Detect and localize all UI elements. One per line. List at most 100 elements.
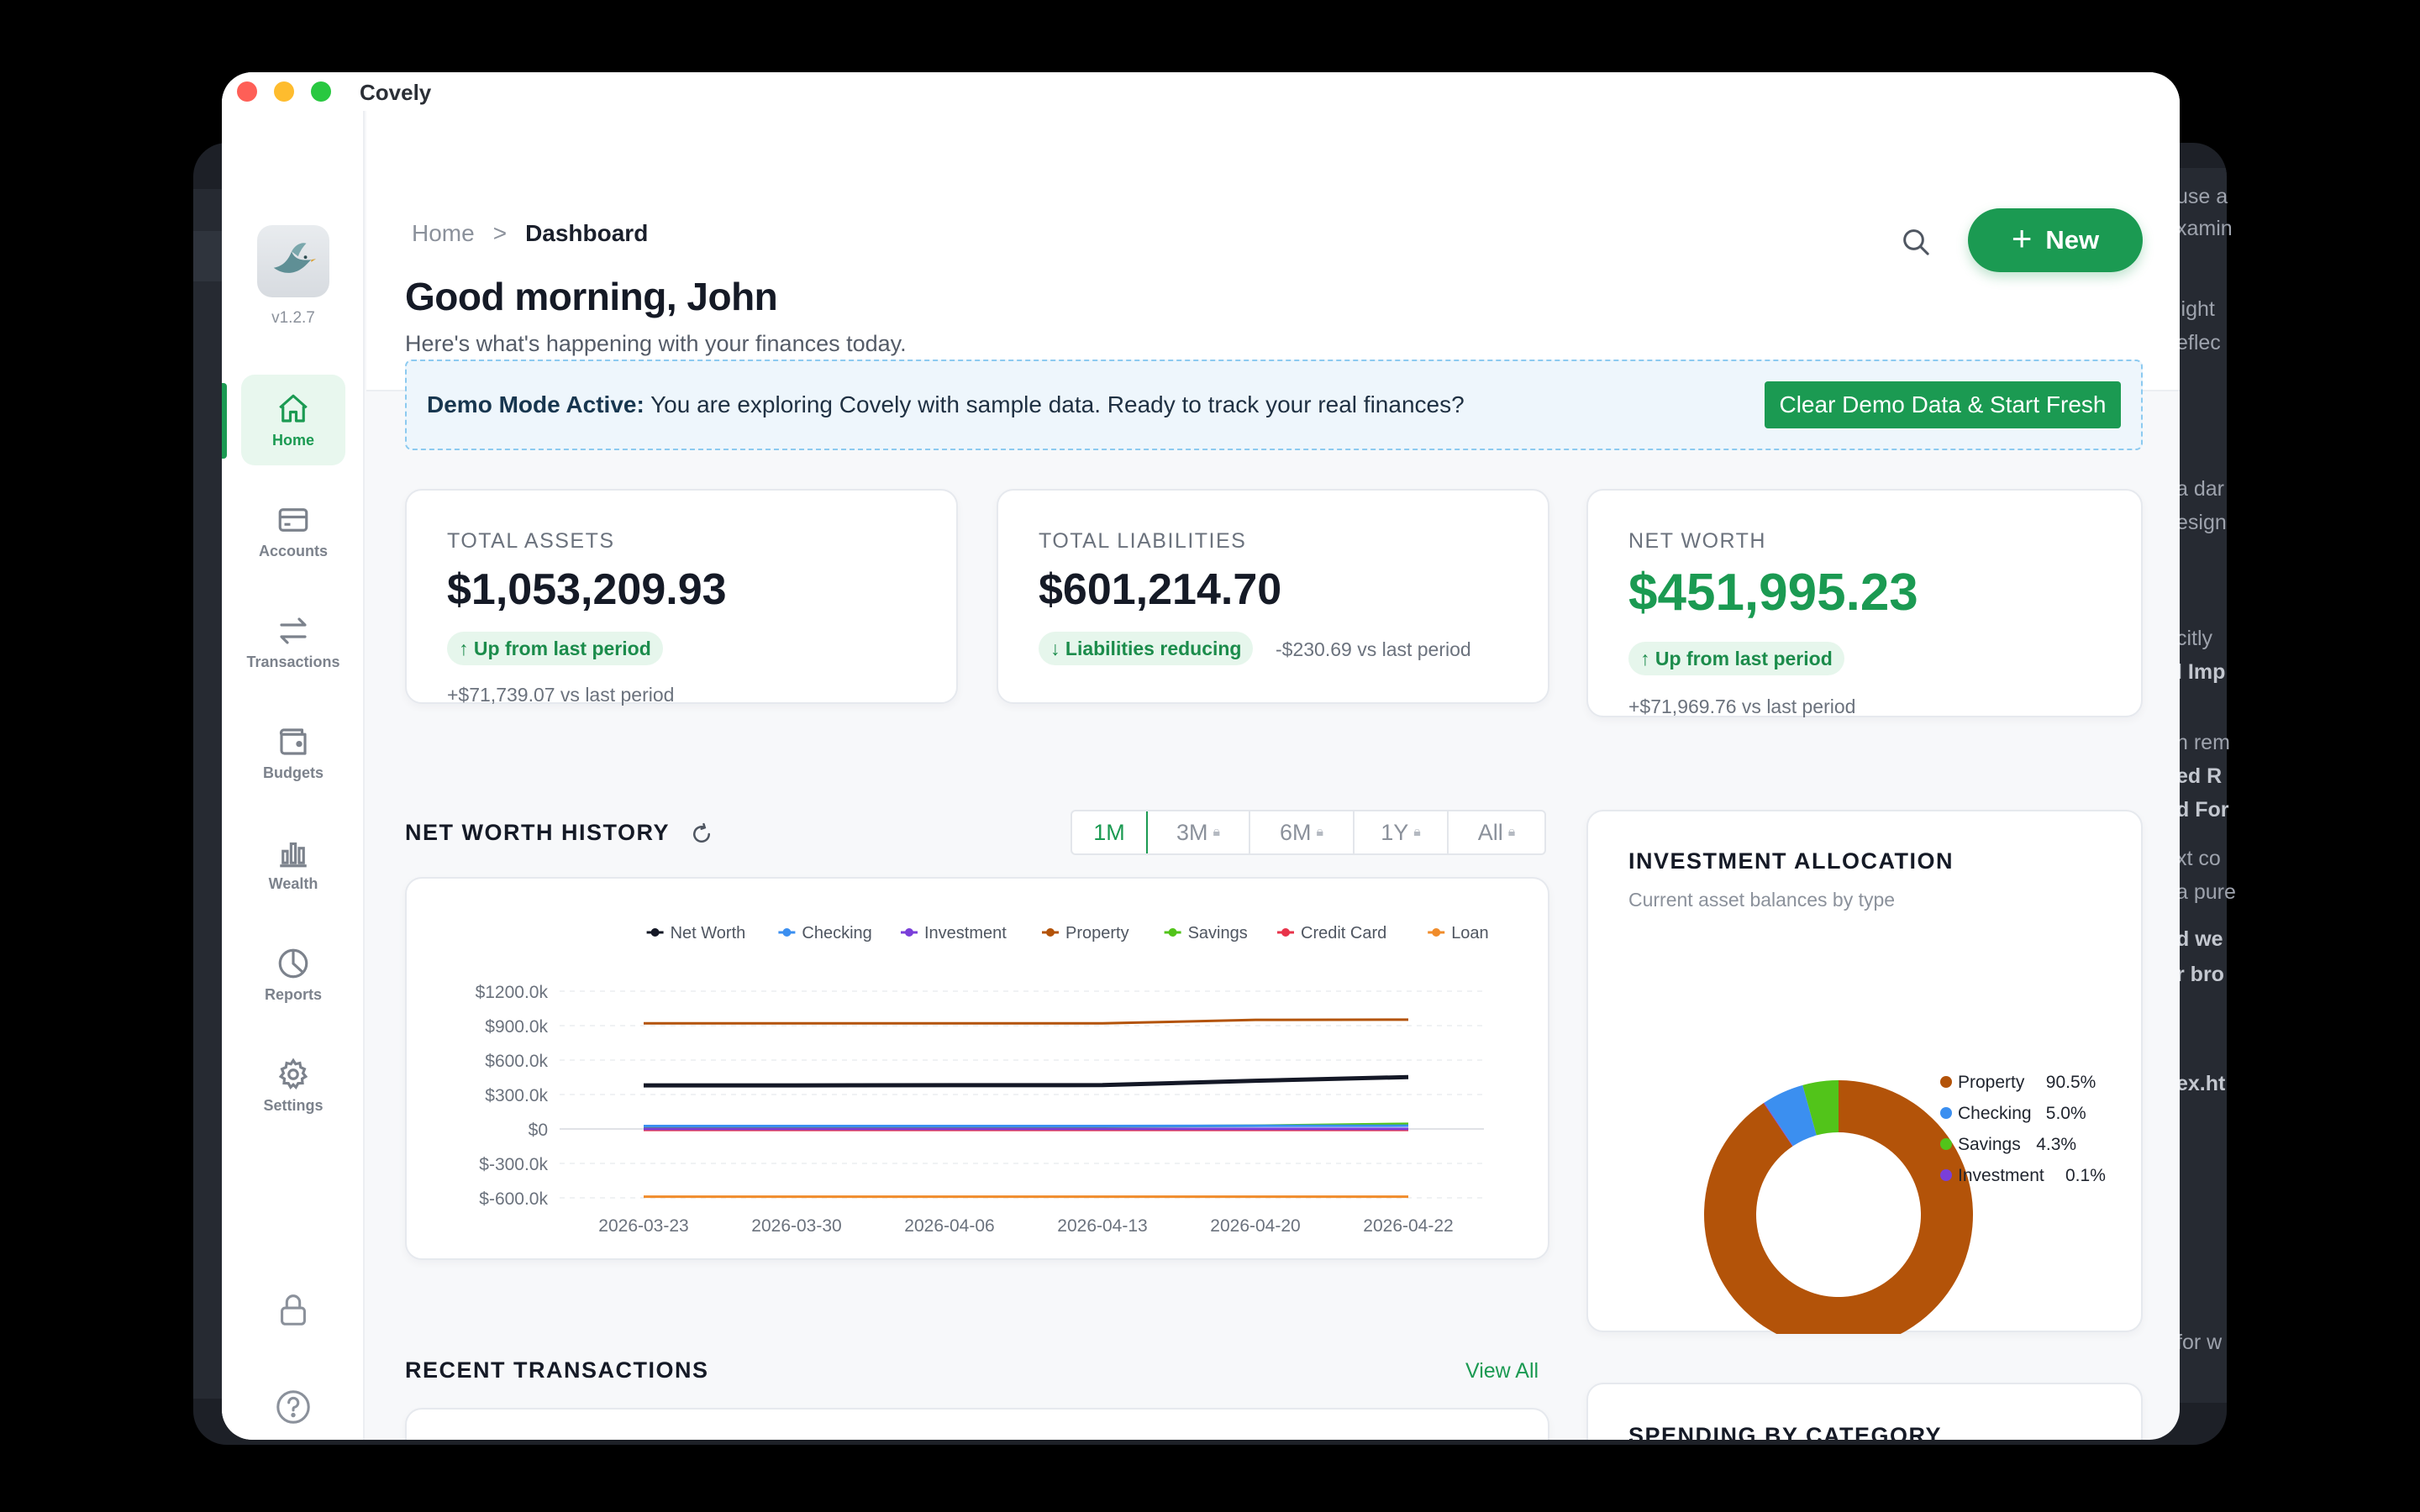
legend-label: Loan — [1451, 924, 1489, 942]
period-1y-button[interactable]: 1Y 🔒︎ — [1355, 811, 1449, 853]
lock-icon[interactable] — [274, 1290, 313, 1329]
new-button[interactable]: + New — [1968, 208, 2143, 272]
total-liabilities-value: $601,214.70 — [1039, 565, 1282, 614]
legend-item[interactable]: Property — [1042, 924, 1129, 942]
sidebar-item-reports[interactable]: Reports — [241, 929, 345, 1020]
app-logo[interactable] — [257, 225, 329, 297]
y-tick-label: $600.0k — [485, 1052, 548, 1071]
breadcrumb: Home > Dashboard — [412, 220, 648, 247]
stat-change: -$230.69 vs last period — [1276, 638, 1471, 660]
allocation-donut-chart: Property 90.5% Checking 5.0% Savings 4.3% Inve… — [1703, 1073, 2106, 1334]
period-label: 6M — [1279, 819, 1312, 845]
pie-legend-item[interactable]: Checking 5.0% — [1940, 1104, 2086, 1123]
period-all-button[interactable]: All 🔒︎ — [1449, 811, 1544, 853]
trend-badge: ↑ Up from last period — [447, 632, 663, 665]
y-tick-label: $0 — [529, 1121, 548, 1140]
active-nav-indicator — [222, 383, 227, 459]
background-line: a pure — [2176, 880, 2236, 904]
period-label: All — [1477, 819, 1503, 845]
sidebar-item-label: Reports — [264, 985, 322, 1003]
legend-item[interactable]: Checking — [778, 924, 872, 942]
background-panel — [2176, 168, 2227, 1403]
legend-item[interactable]: Net Worth — [646, 924, 746, 942]
background-line: ex.ht — [2176, 1072, 2226, 1095]
period-label: 1M — [1093, 819, 1125, 845]
page-title: Good morning, John — [405, 275, 778, 318]
lock-icon: 🔒︎ — [1213, 825, 1221, 839]
help-icon[interactable] — [274, 1388, 313, 1426]
pie-legend-item[interactable]: Savings 4.3% — [1940, 1135, 2076, 1154]
y-tick-label: $900.0k — [485, 1017, 548, 1037]
window-close-button[interactable] — [237, 81, 257, 102]
y-tick-label: $-300.0k — [479, 1155, 548, 1174]
legend-label: Savings — [1188, 924, 1248, 942]
background-line: r bro — [2176, 963, 2224, 986]
period-3m-button[interactable]: 3M 🔒︎ — [1148, 811, 1250, 853]
background-line: use a — [2176, 185, 2228, 208]
spending-by-category-title: SPENDING BY CATEGORY — [1628, 1423, 1943, 1440]
pie-chart-icon — [278, 948, 308, 978]
donut-slice-investment[interactable] — [1763, 1102, 1793, 1147]
lock-icon: 🔒︎ — [1507, 825, 1516, 839]
legend-item[interactable]: Loan — [1428, 924, 1489, 942]
demo-banner-message: You are exploring Covely with sample dat… — [650, 391, 1465, 417]
donut-slice-checking[interactable] — [1764, 1084, 1817, 1147]
net-worth-line-chart: $1200.0k $900.0k $600.0k $300.0k $0 $-300.0k $… — [476, 924, 1489, 1236]
series-line-net-worth — [644, 1074, 1409, 1088]
clear-demo-data-button[interactable]: Clear Demo Data & Start Fresh — [1765, 381, 2121, 428]
stat-label: NET WORTH — [1628, 529, 1766, 553]
view-all-link[interactable]: View All — [1465, 1359, 1539, 1383]
window-minimize-button[interactable] — [274, 81, 294, 102]
demo-banner-label: Demo Mode Active: — [427, 391, 644, 417]
background-line: xt co — [2176, 847, 2221, 870]
dove-icon — [273, 243, 317, 273]
sidebar-item-budgets[interactable]: Budgets — [241, 707, 345, 798]
lock-icon: 🔒︎ — [1316, 825, 1324, 839]
net-worth-history-title: NET WORTH HISTORY — [405, 820, 670, 845]
sidebar-item-label: Wealth — [268, 874, 318, 892]
investment-allocation-title: INVESTMENT ALLOCATION — [1628, 848, 1954, 874]
app-version: v1.2.7 — [271, 309, 315, 327]
demo-mode-banner: Demo Mode Active: You are exploring Cove… — [405, 360, 2143, 450]
period-6m-button[interactable]: 6M 🔒︎ — [1250, 811, 1355, 853]
window-title: Covely — [360, 80, 432, 105]
legend-label: Checking — [802, 924, 871, 942]
period-label: 3M — [1176, 819, 1208, 845]
credit-card-icon — [278, 507, 308, 532]
pie-legend-value: 90.5% — [2046, 1073, 2096, 1092]
recent-transactions-card — [405, 1408, 1549, 1440]
title-bar: Covely — [222, 72, 2180, 111]
pie-legend-label: Investment — [1958, 1166, 2044, 1185]
legend-label: Investment — [924, 924, 1007, 942]
breadcrumb-home[interactable]: Home — [412, 220, 475, 246]
sidebar-item-label: Budgets — [263, 764, 324, 781]
sidebar-item-wealth[interactable]: Wealth — [241, 818, 345, 909]
refresh-icon[interactable] — [689, 822, 714, 847]
donut-slice-savings[interactable] — [1802, 1080, 1839, 1136]
donut-slice-property[interactable] — [1703, 1080, 1973, 1334]
legend-item[interactable]: Savings — [1164, 924, 1248, 942]
investment-allocation-card: INVESTMENT ALLOCATION Current asset bala… — [1586, 810, 2143, 1334]
legend-label: Property — [1065, 924, 1129, 942]
sidebar-item-accounts[interactable]: Accounts — [241, 486, 345, 576]
legend-item[interactable]: Credit Card — [1277, 924, 1386, 942]
sidebar-item-settings[interactable]: Settings — [241, 1040, 345, 1131]
sidebar-item-transactions[interactable]: Transactions — [241, 596, 345, 687]
legend-item[interactable]: Investment — [901, 924, 1007, 942]
pie-legend-item[interactable]: Property 90.5% — [1940, 1073, 2096, 1092]
sidebar-item-home[interactable]: Home — [241, 375, 345, 465]
bar-chart-icon — [280, 842, 307, 867]
total-assets-card: TOTAL ASSETS $1,053,209.93 ↑ Up from las… — [405, 489, 958, 706]
period-1m-button[interactable]: 1M — [1072, 811, 1148, 853]
recent-transactions-title: RECENT TRANSACTIONS — [405, 1357, 709, 1383]
x-tick-label: 2026-04-22 — [1363, 1216, 1453, 1236]
trend-badge: ↓ Liabilities reducing — [1039, 632, 1254, 665]
background-line: d For — [2176, 798, 2229, 822]
breadcrumb-separator: > — [492, 220, 508, 246]
search-icon[interactable] — [1899, 225, 1933, 259]
background-line: eflec — [2176, 331, 2221, 354]
y-tick-label: $1200.0k — [476, 983, 549, 1002]
pie-legend-item[interactable]: Investment 0.1% — [1940, 1166, 2106, 1185]
window-maximize-button[interactable] — [311, 81, 331, 102]
x-tick-label: 2026-03-23 — [598, 1216, 688, 1236]
